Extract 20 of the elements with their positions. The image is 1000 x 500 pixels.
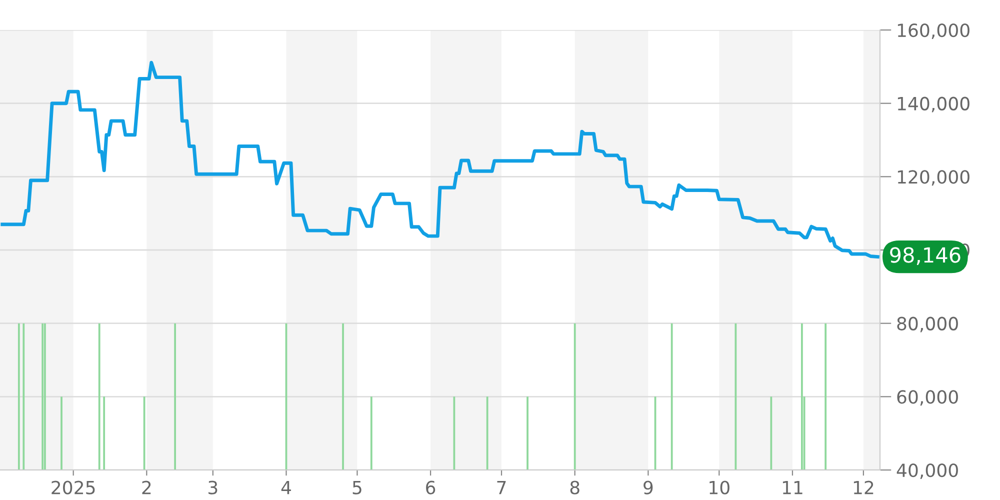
- line-series: [0, 60, 880, 259]
- y-tick-label: 140,000: [898, 96, 970, 112]
- annotation: 98,146: [890, 247, 960, 265]
- x-tick-label: 2: [142, 480, 151, 494]
- x-tick-label: 3: [208, 480, 218, 494]
- y-tick-label: 40,000: [896, 463, 958, 479]
- x-tick-label: 8: [570, 480, 580, 494]
- y-tick-label: 120,000: [898, 170, 970, 186]
- x-tick-label: 7: [497, 480, 506, 494]
- x-tick-label: 2025: [52, 480, 95, 494]
- x-tick-label: 11: [782, 480, 802, 494]
- x-tick-label: 4: [281, 480, 291, 494]
- x-tick-label: 5: [352, 480, 362, 494]
- x-tick-label: 12: [854, 480, 874, 494]
- x-tick-label: 6: [426, 480, 436, 494]
- x-tick-label: 10: [710, 480, 730, 494]
- y-tick-label: 160,000: [898, 23, 970, 39]
- y-tick-label: 60,000: [897, 390, 958, 406]
- y-tick-label: 80,000: [897, 316, 958, 332]
- x-tick-label: 9: [644, 480, 653, 494]
